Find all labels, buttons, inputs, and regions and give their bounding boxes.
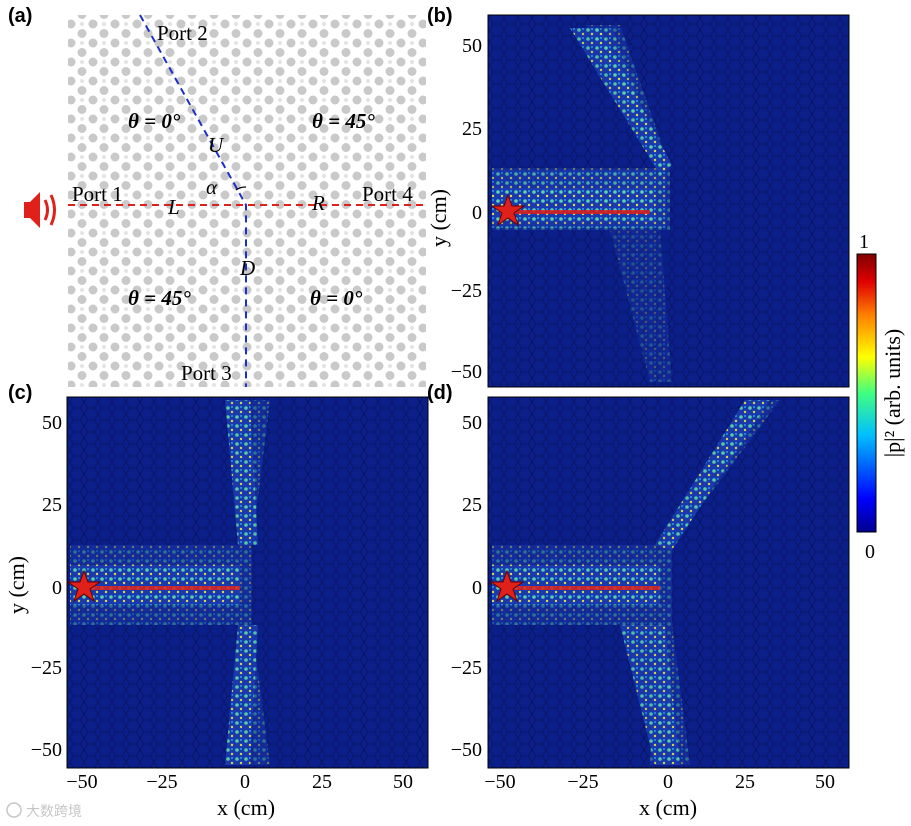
xlabel-d: x (cm) <box>639 795 697 820</box>
xtick: 25 <box>312 771 332 793</box>
xtick: −50 <box>484 771 515 793</box>
heatmap-b <box>487 14 850 388</box>
colorbar-max: 1 <box>859 231 869 253</box>
ylabel-c: y (cm) <box>4 556 29 614</box>
ytick: −50 <box>451 739 482 761</box>
ylabel-b: y (cm) <box>426 189 451 247</box>
port-4-label: Port 4 <box>362 182 413 206</box>
colorbar: 1 0 |p|² (arb. units) <box>856 231 905 563</box>
angle-label: α <box>206 175 218 199</box>
angle-arc <box>235 186 247 191</box>
heatmap-c <box>66 396 429 769</box>
panel-label-d: (d) <box>427 382 453 404</box>
xtick: 0 <box>240 771 250 793</box>
yaxis-b: 50 25 0 −25 −50 y (cm) <box>426 35 482 383</box>
panel-label-a: (a) <box>8 5 32 27</box>
ytick: −50 <box>31 739 62 761</box>
ytick: 25 <box>42 494 62 516</box>
port-1-label: Port 1 <box>72 182 123 206</box>
watermark-text: 大数跨境 <box>26 804 82 820</box>
ytick: −25 <box>31 657 62 679</box>
ytick: 50 <box>42 412 62 434</box>
ytick: −25 <box>451 280 482 302</box>
ytick: −25 <box>451 657 482 679</box>
xtick: −25 <box>567 771 598 793</box>
xlabel-c: x (cm) <box>217 795 275 820</box>
xaxis-c: −50 −25 0 25 50 x (cm) <box>66 771 413 820</box>
vertical-guide <box>139 14 247 387</box>
domain-ur-label: θ = 45° <box>312 109 375 133</box>
yaxis-d: 50 25 0 −25 −50 <box>451 412 482 761</box>
ytick: 0 <box>52 577 62 599</box>
ytick: 25 <box>462 118 482 140</box>
xtick: −25 <box>146 771 177 793</box>
branch-down-label: D <box>239 256 255 280</box>
colorbar-min: 0 <box>865 541 875 563</box>
xtick: 0 <box>663 771 673 793</box>
ytick: 50 <box>462 412 482 434</box>
xaxis-d: −50 −25 0 25 50 x (cm) <box>484 771 835 820</box>
heatmap-d <box>487 396 850 769</box>
ytick: 0 <box>472 577 482 599</box>
source-star-c <box>66 569 102 603</box>
ytick: 0 <box>472 202 482 224</box>
domain-ul-label: θ = 0° <box>128 109 181 133</box>
branch-left-label: L <box>167 195 180 219</box>
speaker-icon <box>24 192 56 228</box>
port-2-label: Port 2 <box>157 21 208 45</box>
watermark: 大数跨境 <box>6 802 82 820</box>
branch-right-label: R <box>311 191 325 215</box>
yaxis-c: 50 25 0 −25 −50 y (cm) <box>4 412 62 761</box>
ytick: 25 <box>462 494 482 516</box>
xtick: −50 <box>66 771 97 793</box>
ytick: 50 <box>462 35 482 57</box>
xtick: 25 <box>735 771 755 793</box>
xtick: 50 <box>815 771 835 793</box>
panel-label-b: (b) <box>427 5 453 27</box>
port-3-label: Port 3 <box>181 361 232 385</box>
domain-ll-label: θ = 45° <box>128 286 191 310</box>
xtick: 50 <box>393 771 413 793</box>
source-star-d <box>489 569 525 603</box>
domain-lr-label: θ = 0° <box>310 286 363 310</box>
panel-label-c: (c) <box>8 382 32 404</box>
branch-up-label: U <box>208 133 225 157</box>
source-star-b <box>490 193 526 227</box>
ytick: −50 <box>451 361 482 383</box>
colorbar-label: |p|² (arb. units) <box>880 329 905 457</box>
